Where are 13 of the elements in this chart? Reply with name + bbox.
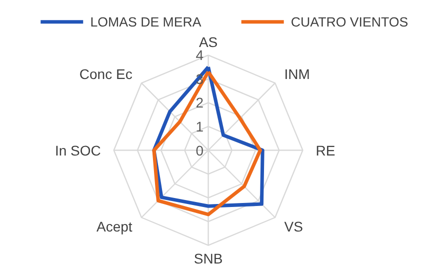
spoke-label: In SOC — [54, 142, 101, 158]
legend-label: LOMAS DE MERA — [90, 14, 202, 30]
y-tick-label: 0 — [196, 142, 204, 158]
y-tick-label: 1 — [196, 118, 204, 134]
spoke-label: Acept — [96, 218, 132, 235]
spoke-label: RE — [316, 142, 336, 158]
spoke-label: VS — [284, 218, 303, 235]
spoke-label: SNB — [194, 250, 223, 266]
spoke-label: Conc Ec — [79, 66, 132, 82]
spoke-label: INM — [284, 66, 310, 82]
legend-label: CUATRO VIENTOS — [290, 14, 408, 30]
y-tick-label: 2 — [196, 94, 204, 111]
y-tick-label: 3 — [196, 70, 204, 87]
